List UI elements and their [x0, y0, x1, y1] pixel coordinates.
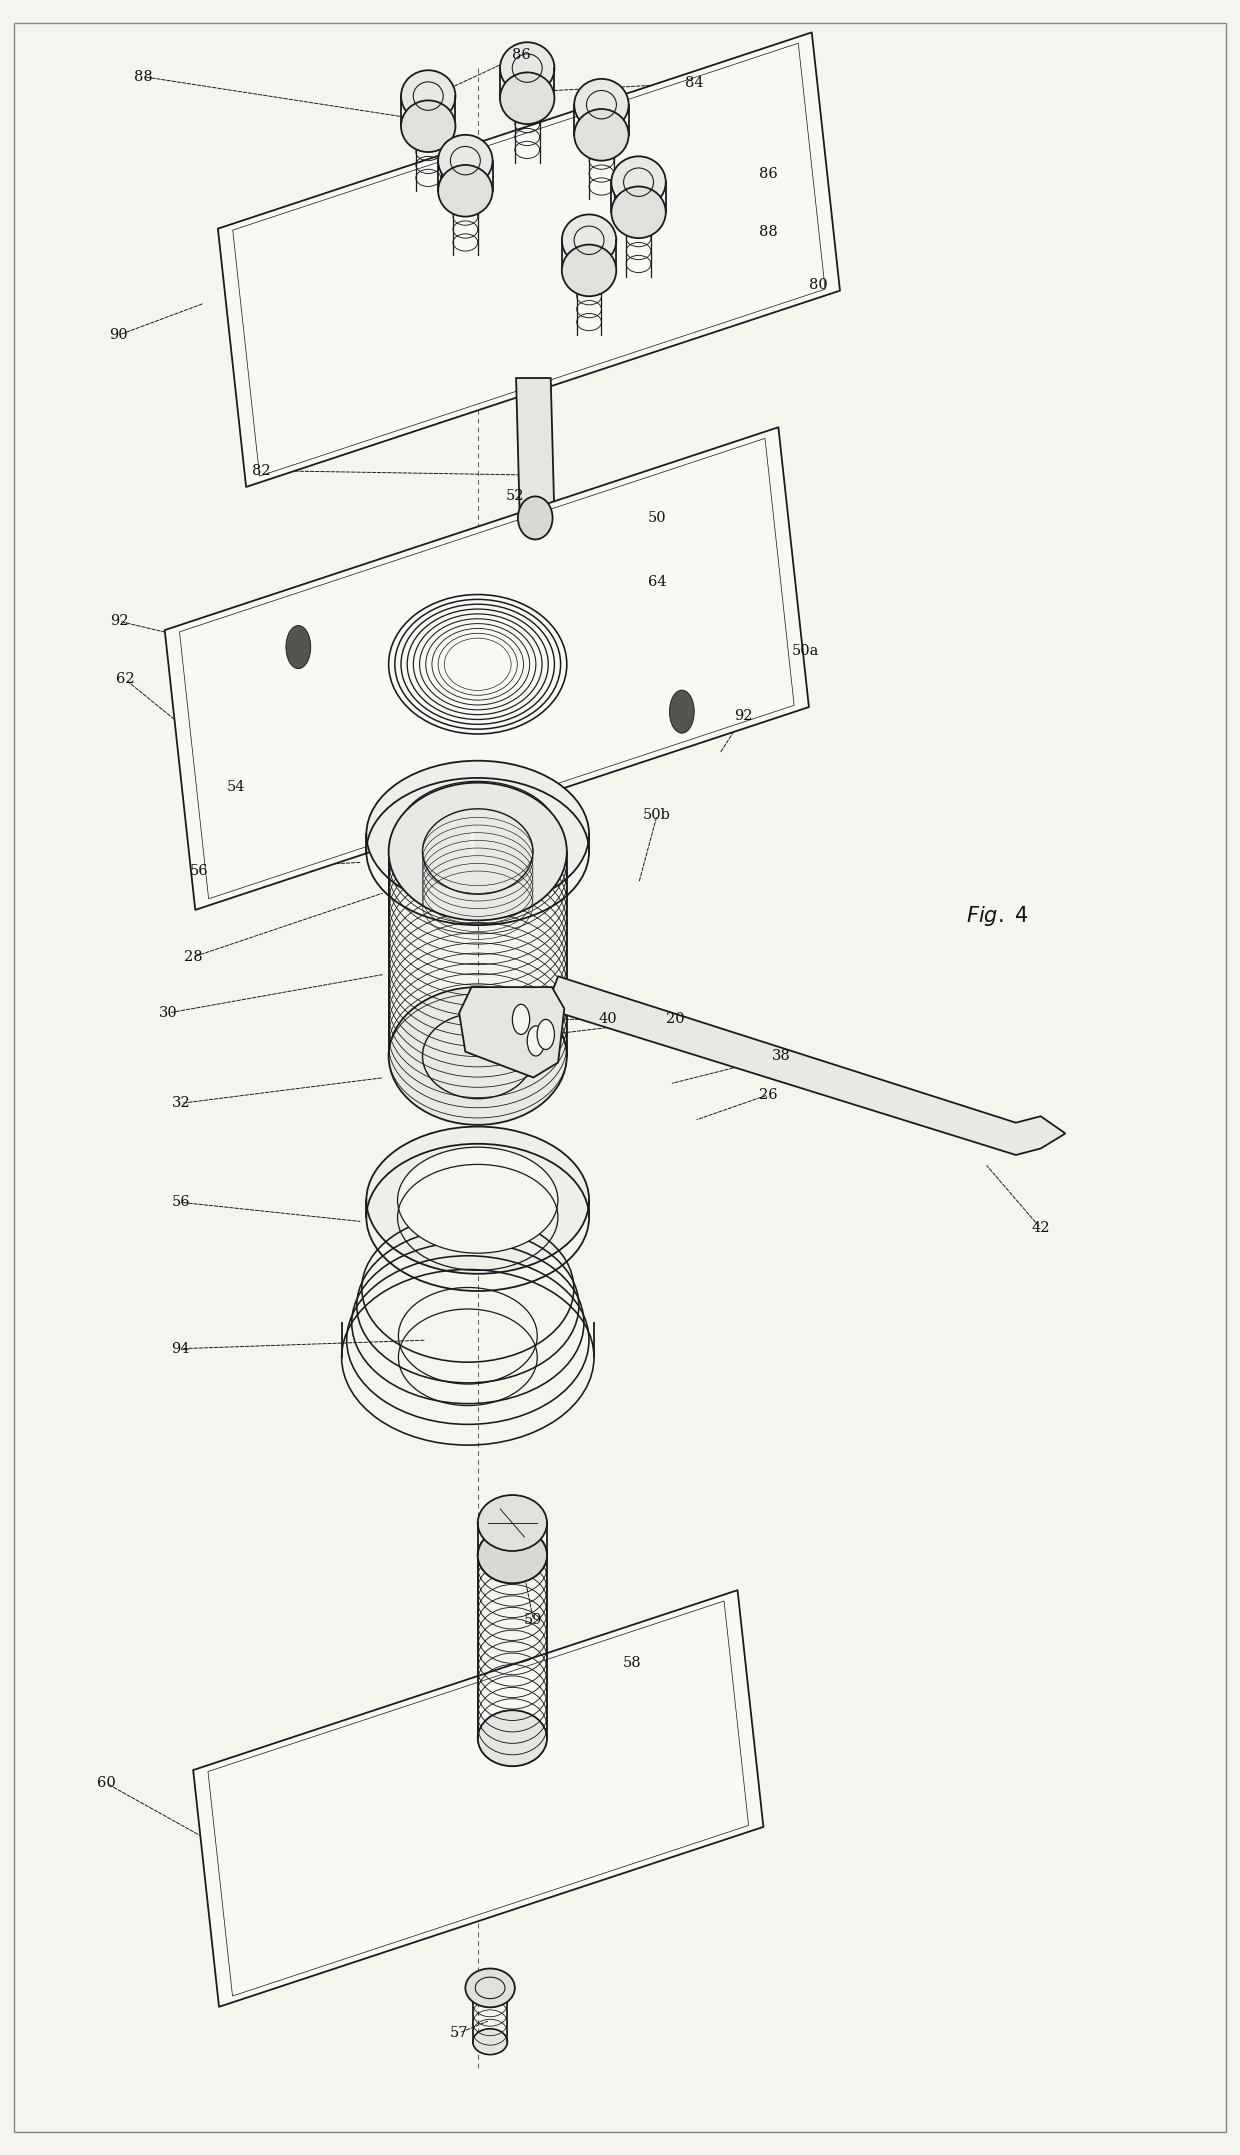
Ellipse shape [438, 136, 492, 187]
Ellipse shape [401, 71, 455, 123]
Ellipse shape [465, 1968, 515, 2006]
Polygon shape [459, 987, 564, 1078]
Ellipse shape [574, 110, 629, 162]
Ellipse shape [500, 43, 554, 95]
Text: 80: 80 [808, 278, 827, 293]
Ellipse shape [401, 101, 455, 153]
Text: 90: 90 [109, 328, 128, 343]
Polygon shape [165, 427, 808, 909]
Text: 64: 64 [647, 575, 666, 590]
Ellipse shape [388, 782, 567, 920]
Ellipse shape [500, 73, 554, 125]
Text: 28: 28 [184, 950, 202, 963]
Text: 58: 58 [622, 1655, 641, 1670]
Polygon shape [218, 32, 839, 487]
Ellipse shape [477, 1528, 547, 1584]
Circle shape [527, 1026, 544, 1056]
Ellipse shape [518, 496, 553, 539]
Text: 92: 92 [109, 614, 128, 629]
Text: 42: 42 [1032, 1222, 1050, 1235]
Polygon shape [516, 377, 554, 517]
Text: 88: 88 [134, 69, 153, 84]
Ellipse shape [366, 761, 589, 907]
Text: 26: 26 [759, 1088, 777, 1101]
Text: $\it{Fig.}$ $\it{4}$: $\it{Fig.}$ $\it{4}$ [966, 905, 1029, 929]
Circle shape [670, 690, 694, 733]
Ellipse shape [472, 2028, 507, 2054]
Text: 54: 54 [227, 780, 246, 793]
Text: 56: 56 [171, 1196, 190, 1209]
Circle shape [537, 1019, 554, 1049]
Ellipse shape [477, 1496, 547, 1552]
Text: 59: 59 [525, 1612, 543, 1627]
Text: 62: 62 [115, 672, 134, 685]
Text: 94: 94 [171, 1343, 190, 1355]
Ellipse shape [574, 80, 629, 131]
Text: 38: 38 [771, 1049, 790, 1062]
Ellipse shape [398, 1146, 558, 1254]
Ellipse shape [438, 166, 492, 218]
Text: 50a: 50a [792, 644, 820, 659]
Ellipse shape [388, 987, 567, 1125]
Polygon shape [546, 976, 1065, 1155]
Text: 20: 20 [666, 1013, 684, 1026]
Ellipse shape [611, 157, 666, 209]
Text: 60: 60 [97, 1776, 115, 1791]
Ellipse shape [611, 187, 666, 239]
Ellipse shape [472, 1980, 507, 2006]
Polygon shape [193, 1590, 764, 2006]
Ellipse shape [366, 1127, 589, 1274]
Text: 92: 92 [734, 709, 753, 722]
Ellipse shape [477, 1528, 547, 1584]
Text: 82: 82 [252, 463, 270, 478]
Text: 86: 86 [759, 166, 777, 181]
Ellipse shape [398, 782, 558, 888]
Text: 57: 57 [450, 2026, 469, 2041]
Ellipse shape [562, 216, 616, 265]
Circle shape [286, 625, 311, 668]
Text: 52: 52 [506, 489, 525, 504]
Text: 50: 50 [647, 511, 666, 526]
Text: 88: 88 [759, 224, 777, 239]
Text: 84: 84 [684, 75, 703, 91]
Text: 56: 56 [190, 864, 208, 877]
Text: 32: 32 [171, 1097, 190, 1110]
Text: 30: 30 [159, 1006, 177, 1019]
Text: 40: 40 [599, 1013, 618, 1026]
Ellipse shape [562, 244, 616, 295]
Text: 50b: 50b [644, 808, 671, 821]
Circle shape [512, 1004, 529, 1034]
Text: 86: 86 [512, 47, 531, 62]
Ellipse shape [477, 1711, 547, 1767]
